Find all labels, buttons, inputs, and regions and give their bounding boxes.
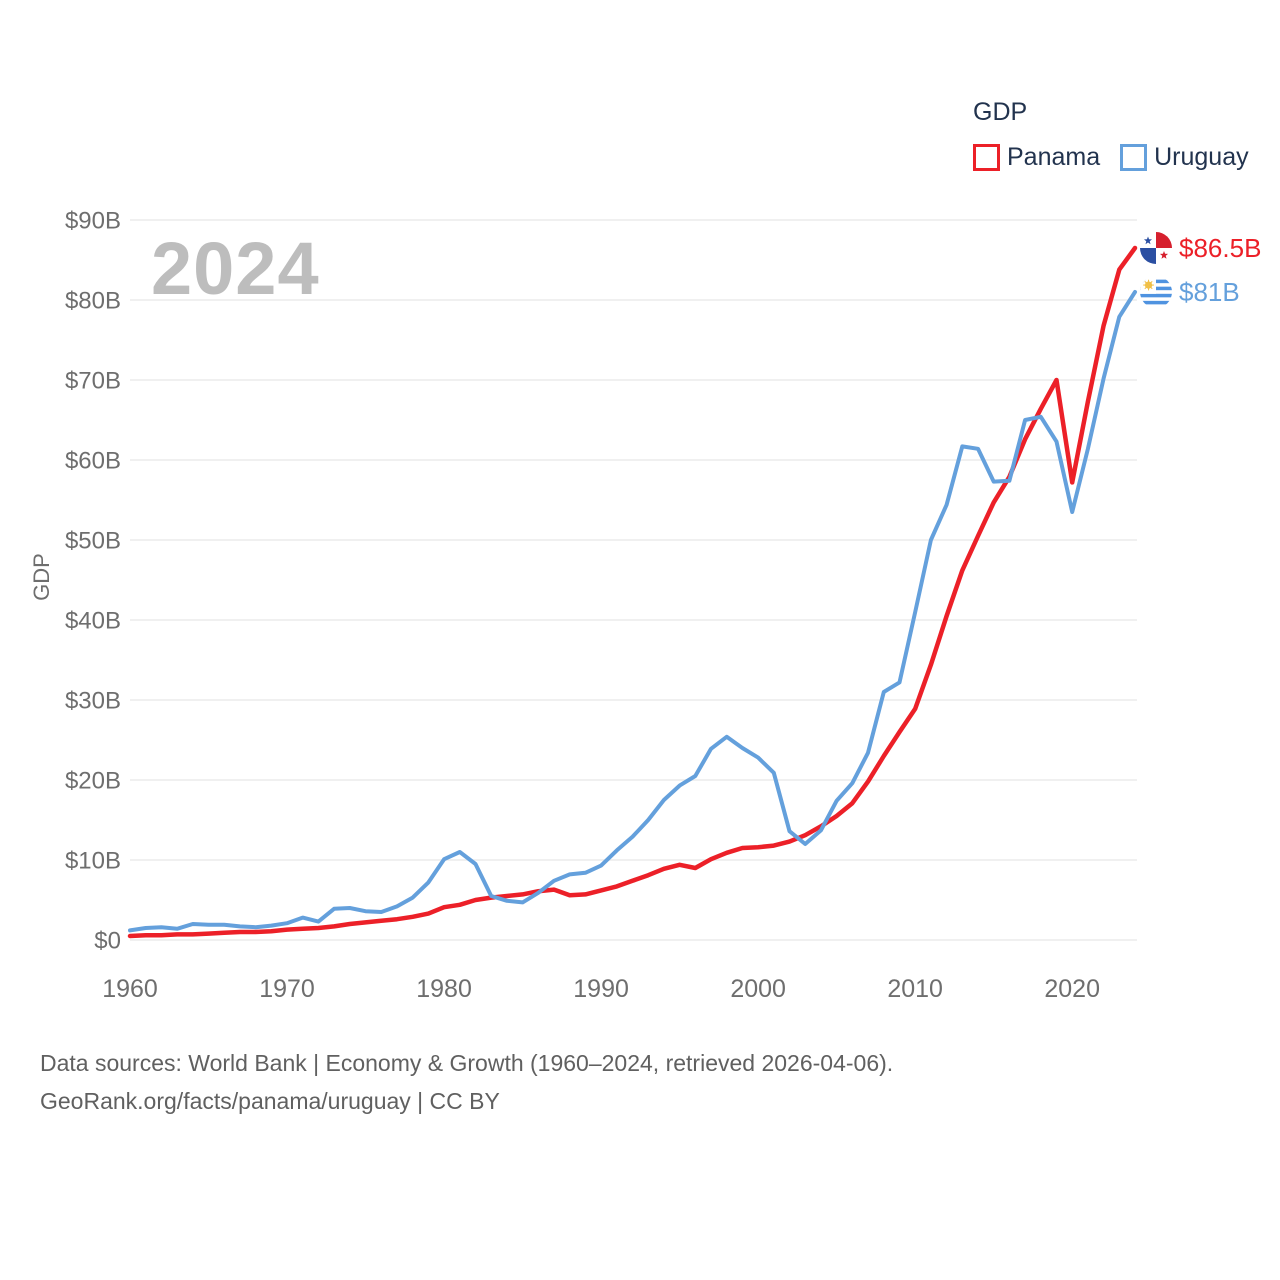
x-tick-label: 1970 <box>259 975 315 1003</box>
y-tick-label: $70B <box>65 368 121 395</box>
x-tick-label: 2000 <box>730 975 786 1003</box>
legend-label-panama: Panama <box>1007 143 1101 171</box>
y-tick-label: $40B <box>65 608 121 635</box>
gdp-line-chart: $0 $10B $20B $30B $40B $50B $60B $70B $80B $90B 19… <box>65 208 1138 1003</box>
y-tick-label: $20B <box>65 768 121 795</box>
uruguay-line[interactable] <box>128 290 1137 933</box>
year-watermark: 2024 <box>151 227 320 310</box>
y-tick-label: $10B <box>65 848 121 875</box>
y-tick-label: $30B <box>65 688 121 715</box>
panama-flag-icon <box>1140 232 1172 264</box>
x-tick-label: 1980 <box>416 975 472 1003</box>
end-label-uruguay: $81B <box>1140 275 1240 309</box>
uruguay-series-swatch <box>1120 144 1148 171</box>
y-tick-label: $50B <box>65 528 121 555</box>
footer-line-1: Data sources: World Bank | Economy & Gro… <box>40 1050 894 1076</box>
end-label-panama: $86.5B <box>1140 231 1261 265</box>
footer-line-2: GeoRank.org/facts/panama/uruguay | CC BY <box>40 1088 500 1114</box>
legend-label-uruguay: Uruguay <box>1154 143 1249 171</box>
uruguay-end-value: $81B <box>1179 276 1240 307</box>
uruguay-flag-icon <box>1140 276 1172 308</box>
panama-line[interactable] <box>127 245 1138 939</box>
legend: GDP Panama Uruguay <box>973 98 1249 172</box>
y-tick-label: $80B <box>65 288 121 315</box>
x-tick-label: 1990 <box>573 975 629 1003</box>
x-tick-label: 1960 <box>102 975 158 1003</box>
y-tick-label: $60B <box>65 448 121 475</box>
legend-title: GDP <box>973 98 1028 126</box>
panama-series-swatch <box>973 144 1000 171</box>
footer-attribution: Data sources: World Bank | Economy & Gro… <box>40 1044 893 1120</box>
x-tick-label: 2020 <box>1044 975 1100 1003</box>
legend-item-panama[interactable]: Panama <box>973 143 1100 172</box>
panama-end-value: $86.5B <box>1179 232 1262 263</box>
legend-items: Panama Uruguay <box>973 143 1249 172</box>
y-tick-label: $90B <box>65 208 121 235</box>
x-tick-label: 2010 <box>887 975 943 1003</box>
y-tick-label: $0 <box>94 928 121 955</box>
legend-item-uruguay[interactable]: Uruguay <box>1120 143 1249 172</box>
